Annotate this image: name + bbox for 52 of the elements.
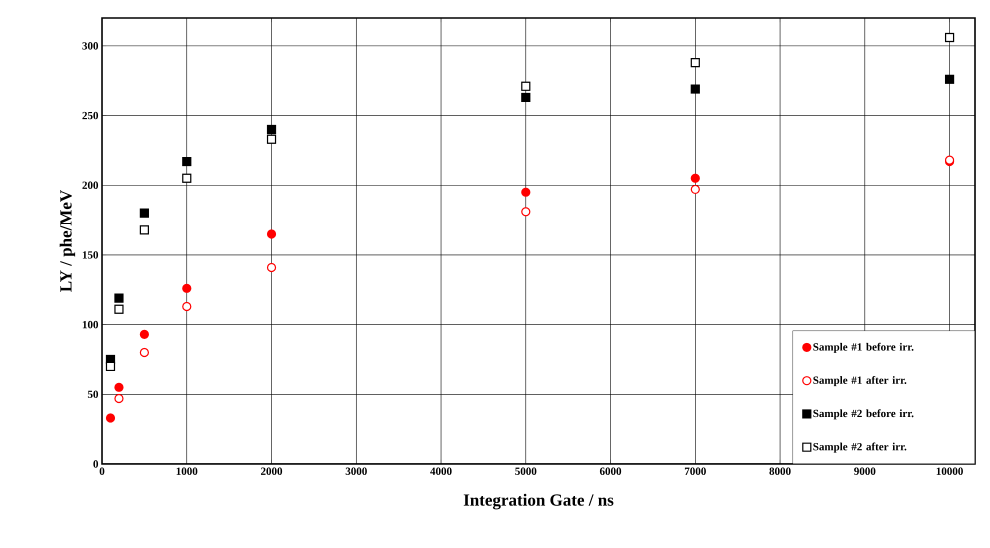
point	[182, 302, 192, 312]
point	[944, 74, 954, 84]
x-tick-label: 4000	[430, 468, 452, 475]
point	[114, 294, 124, 303]
point	[690, 174, 700, 183]
point	[266, 124, 276, 134]
x-tick-label: 10000	[936, 468, 963, 475]
point	[521, 188, 530, 197]
point	[114, 382, 124, 392]
point	[266, 229, 276, 239]
legend-label: Sample #1 before irr.	[813, 342, 914, 353]
point	[140, 225, 149, 234]
y-tick-label: 250	[82, 112, 98, 120]
point	[266, 262, 276, 272]
legend-label: Sample #2 after irr.	[813, 442, 906, 453]
point	[944, 32, 954, 42]
point	[690, 58, 700, 68]
point	[182, 156, 192, 166]
point	[114, 304, 124, 314]
x-axis-title: Integration Gate / ns	[464, 494, 614, 510]
y-tick-label: 0	[93, 460, 98, 468]
x-tick-label: 3000	[346, 468, 367, 475]
point	[690, 184, 700, 194]
y-tick-label: 50	[88, 390, 98, 398]
x-tick-label: 5000	[515, 468, 536, 475]
x-tick-label: 1000	[176, 468, 198, 475]
y-tick-label: 150	[82, 251, 98, 259]
point	[114, 394, 124, 404]
point	[140, 330, 149, 339]
point	[521, 82, 530, 91]
point	[521, 207, 530, 216]
legend-label: Sample #1 after irr.	[813, 376, 906, 386]
x-tick-label: 7000	[684, 468, 706, 475]
x-tick-label: 2000	[260, 468, 282, 475]
y-tick-label: 100	[82, 320, 98, 328]
y-tick-label: 200	[82, 182, 98, 189]
y-tick-label: 300	[82, 42, 98, 50]
point	[106, 362, 116, 372]
y-axis-title: LY / phe/MeV	[60, 190, 76, 292]
legend-label: Sample #2 before irr.	[813, 409, 914, 420]
point	[140, 208, 149, 218]
point	[106, 413, 116, 423]
point	[521, 92, 530, 102]
x-tick-label: 8000	[769, 468, 791, 475]
point	[140, 348, 149, 358]
point	[690, 84, 700, 94]
x-tick-label: 6000	[600, 468, 622, 475]
point	[182, 174, 192, 183]
point	[182, 284, 192, 293]
x-tick-label: 9000	[854, 468, 876, 475]
x-tick-label: 0	[100, 468, 104, 475]
point	[266, 134, 276, 144]
